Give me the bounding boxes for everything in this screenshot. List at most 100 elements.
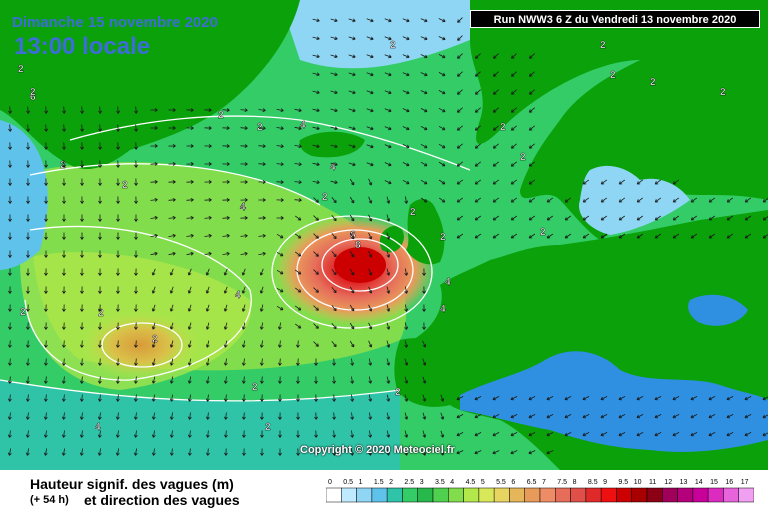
legend-lead-time: (+ 54 h)	[30, 494, 69, 506]
direction-arrow	[223, 358, 228, 366]
direction-arrow	[386, 322, 391, 330]
direction-arrow	[115, 448, 120, 456]
direction-arrow	[474, 450, 482, 455]
direction-arrow	[204, 108, 212, 112]
direction-arrow	[258, 180, 266, 184]
direction-arrow	[386, 286, 391, 294]
direction-arrow	[222, 251, 230, 256]
direction-arrow	[510, 215, 518, 221]
direction-arrow	[240, 144, 248, 148]
direction-arrow	[223, 394, 228, 402]
direction-arrow	[546, 396, 554, 401]
direction-arrow	[402, 18, 410, 23]
direction-arrow	[384, 36, 392, 41]
scale-tick-label: 8.5	[588, 479, 598, 486]
direction-arrow	[368, 214, 373, 222]
direction-arrow	[294, 126, 302, 131]
direction-arrow	[116, 250, 120, 258]
direction-arrow	[26, 160, 30, 168]
direction-arrow	[492, 432, 500, 437]
direction-arrow	[134, 268, 138, 276]
direction-arrow	[510, 107, 517, 113]
direction-arrow	[654, 414, 662, 419]
direction-arrow	[241, 286, 246, 294]
direction-arrow	[350, 358, 355, 366]
direction-arrow	[134, 358, 138, 366]
direction-arrow	[8, 268, 12, 276]
direction-arrow	[350, 430, 355, 438]
direction-arrow	[26, 250, 30, 258]
direction-arrow	[528, 450, 536, 455]
direction-arrow	[492, 107, 499, 113]
direction-arrow	[422, 322, 426, 330]
contour-label: 2	[395, 387, 401, 398]
direction-arrow	[582, 432, 590, 437]
direction-arrow	[44, 268, 48, 276]
direction-arrow	[582, 233, 590, 239]
storm-core	[334, 247, 386, 283]
direction-arrow	[384, 90, 392, 95]
direction-arrow	[98, 106, 102, 114]
direction-arrow	[168, 198, 176, 202]
scale-tick-label: 3	[420, 479, 424, 486]
direction-arrow	[44, 376, 48, 384]
direction-arrow	[204, 180, 212, 184]
direction-arrow	[26, 268, 30, 276]
direction-arrow	[368, 430, 373, 438]
direction-arrow	[186, 216, 194, 220]
direction-arrow	[510, 450, 518, 455]
direction-arrow	[618, 197, 626, 203]
direction-arrow	[43, 448, 48, 456]
direction-arrow	[404, 268, 409, 276]
direction-arrow	[456, 450, 464, 455]
direction-arrow	[312, 144, 320, 149]
direction-arrow	[492, 233, 500, 239]
direction-arrow	[368, 448, 373, 456]
direction-arrow	[440, 448, 445, 456]
direction-arrow	[600, 179, 608, 185]
direction-arrow	[294, 108, 302, 113]
direction-arrow	[420, 36, 428, 41]
scale-color-swatch	[555, 487, 571, 503]
direction-arrow	[366, 108, 374, 113]
direction-arrow	[349, 232, 355, 240]
direction-arrow	[25, 430, 30, 438]
direction-arrow	[80, 358, 84, 366]
direction-arrow	[186, 162, 194, 166]
direction-arrow	[420, 18, 428, 23]
direction-arrow	[456, 432, 464, 437]
contour-6m-swell	[101, 322, 183, 368]
direction-arrow	[708, 233, 716, 239]
direction-arrow	[168, 162, 176, 166]
direction-arrow	[708, 414, 716, 419]
contour-label: 8	[355, 240, 361, 251]
mediterranean-sea	[460, 351, 768, 452]
direction-arrow	[422, 358, 427, 366]
low-sea-zone-south	[0, 380, 400, 470]
direction-arrow	[8, 160, 12, 168]
direction-arrow	[296, 340, 300, 348]
direction-arrow	[44, 160, 48, 168]
direction-arrow	[564, 432, 572, 437]
direction-arrow	[366, 54, 374, 59]
direction-arrow	[241, 376, 246, 384]
scale-tick-label: 5	[481, 479, 485, 486]
direction-arrow	[582, 215, 590, 221]
direction-arrow	[672, 414, 680, 419]
direction-arrow	[134, 178, 138, 186]
direction-arrow	[296, 430, 300, 438]
direction-arrow	[296, 376, 300, 384]
direction-arrow	[366, 72, 374, 77]
direction-arrow	[150, 251, 158, 256]
direction-arrow	[312, 54, 320, 59]
scale-tick-label: 0	[328, 479, 332, 486]
direction-arrow	[80, 214, 84, 222]
direction-arrow	[438, 54, 446, 59]
direction-arrow	[151, 304, 156, 312]
direction-arrow	[134, 124, 138, 132]
direction-arrow	[222, 233, 230, 238]
direction-arrow	[386, 430, 391, 438]
swell-area	[80, 310, 200, 380]
direction-arrow	[134, 376, 138, 384]
direction-arrow	[278, 394, 282, 402]
